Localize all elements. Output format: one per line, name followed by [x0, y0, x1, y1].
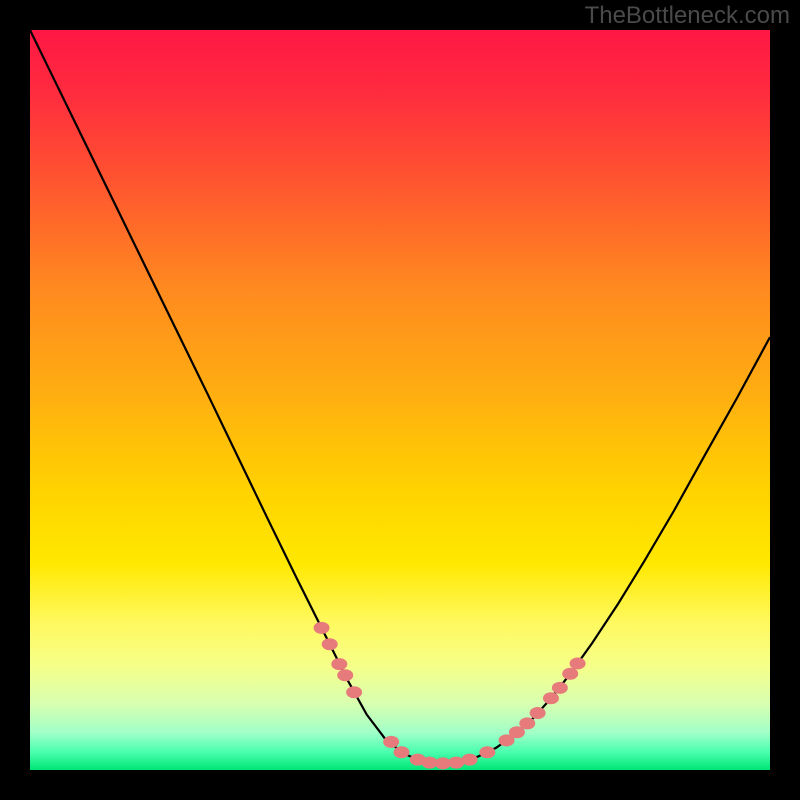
curve-marker	[383, 736, 399, 748]
plot-area	[30, 30, 770, 770]
curve-marker	[331, 658, 347, 670]
curve-marker	[393, 746, 409, 758]
curve-marker	[314, 622, 330, 634]
curve-marker	[570, 657, 586, 669]
chart-container: TheBottleneck.com	[0, 0, 800, 800]
curve-layer	[30, 30, 770, 770]
curve-marker	[519, 717, 535, 729]
curve-marker	[562, 668, 578, 680]
curve-marker	[552, 682, 568, 694]
curve-marker	[346, 686, 362, 698]
watermark-text: TheBottleneck.com	[585, 2, 790, 30]
bottleneck-curve	[30, 30, 770, 763]
curve-marker	[322, 638, 338, 650]
curve-marker	[543, 692, 559, 704]
marker-group	[314, 622, 586, 769]
curve-marker	[462, 754, 478, 766]
curve-marker	[530, 707, 546, 719]
curve-marker	[337, 669, 353, 681]
curve-marker	[479, 746, 495, 758]
